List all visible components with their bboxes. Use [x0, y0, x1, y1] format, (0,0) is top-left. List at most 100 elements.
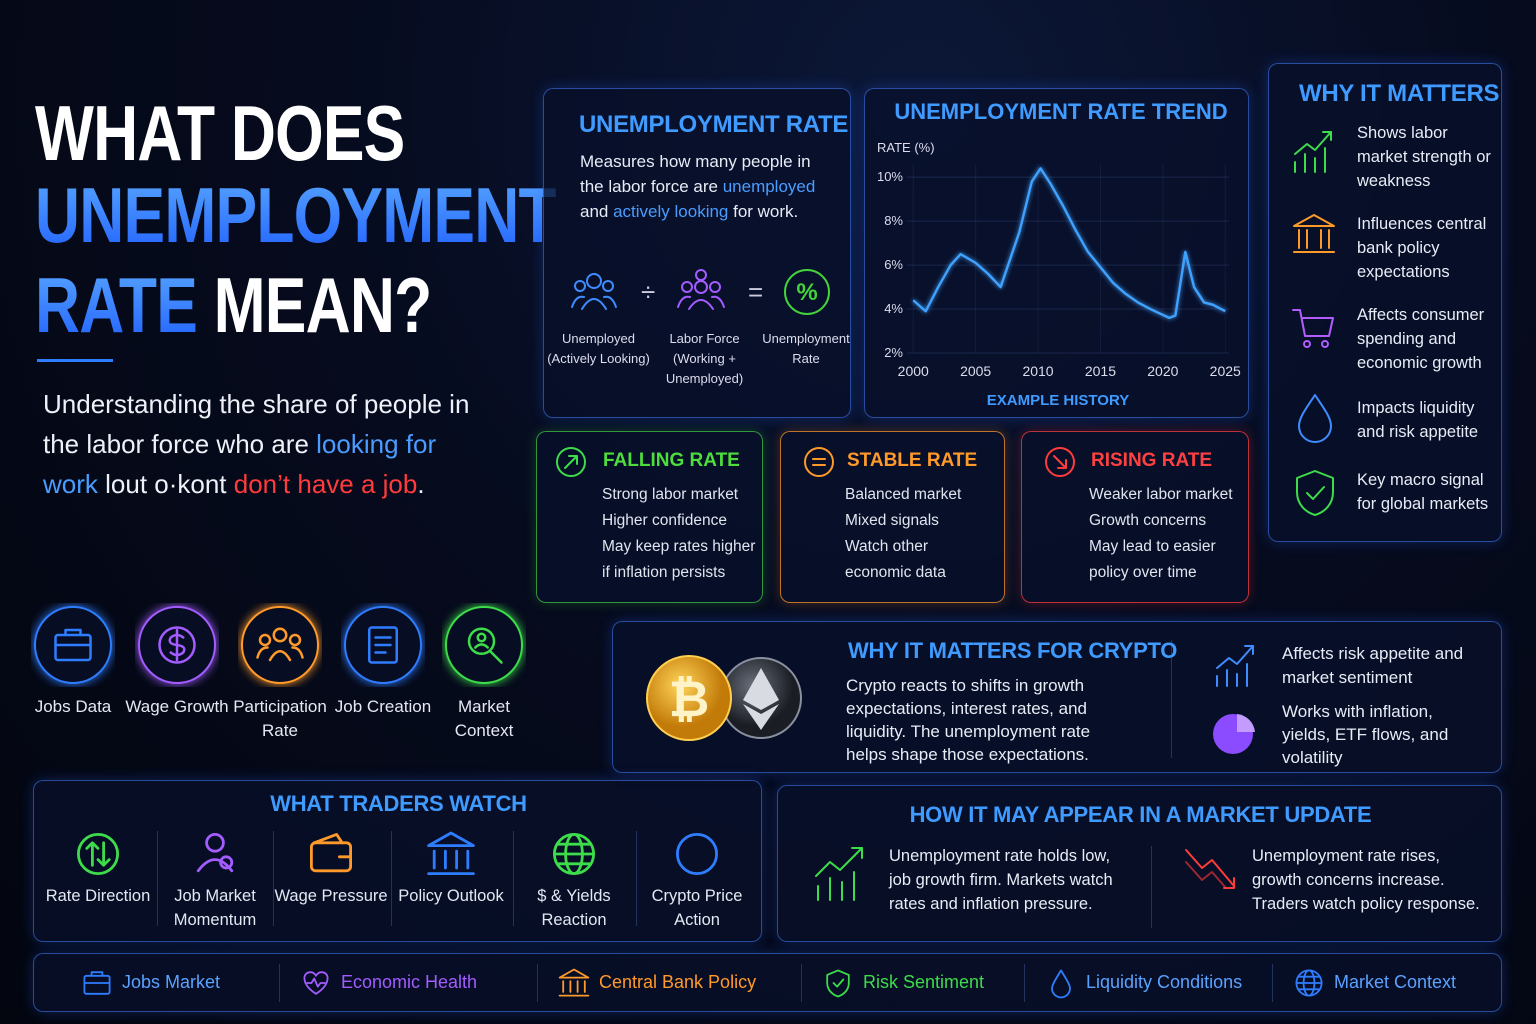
hero-subtitle: Understanding the share of people in the…: [43, 384, 483, 504]
scenario-line: Mixed signals: [845, 512, 939, 529]
decoration: [1185, 861, 1227, 889]
ring: [241, 606, 319, 684]
icon-part: [205, 833, 225, 853]
topic-icon: [467, 627, 503, 664]
text: unemployed: [722, 177, 816, 196]
decoration: ₿: [669, 671, 710, 727]
decoration: [646, 655, 732, 741]
icon-group: [804, 447, 834, 477]
topic-icon: [158, 626, 196, 664]
icon-part: [306, 977, 326, 988]
decoration: [571, 295, 585, 308]
people-icon: [677, 269, 725, 310]
decoration: [574, 280, 586, 292]
text: lout o·kont: [97, 469, 234, 499]
crypto-point: Affects risk appetite and market sentime…: [1282, 644, 1464, 687]
divider: [279, 964, 280, 1002]
card-title: WHY IT MATTERS FOR CRYPTO: [848, 638, 1178, 663]
topic-label: Market Context: [454, 697, 514, 740]
percent-icon: %: [784, 269, 830, 315]
scenario-line: Growth concerns: [1089, 512, 1207, 529]
decoration: [1223, 877, 1235, 889]
crypto-text: Crypto reacts to shifts in growth expect…: [846, 676, 1091, 764]
y-tick-label: 2%: [884, 345, 903, 360]
decoration: [688, 299, 714, 310]
icon-part: [83, 971, 111, 984]
hero-title-line: WHAT DOES: [35, 89, 405, 177]
x-tick-label: 2020: [1147, 363, 1178, 379]
matter-item: Affects consumer spending and economic g…: [1357, 306, 1485, 372]
footer-icon: [1051, 969, 1071, 999]
scenario-title: STABLE RATE: [847, 450, 978, 471]
decoration: [694, 280, 708, 294]
topic-icon: [54, 628, 92, 662]
icon-glyph: [158, 626, 196, 664]
icon-glyph: [54, 628, 92, 662]
definition-card: UNEMPLOYMENT RATE Measures how many peop…: [543, 88, 851, 418]
trader-icon: ₿: [676, 833, 718, 875]
topic-icon: [256, 627, 304, 662]
scenario-title: FALLING RATE: [603, 450, 740, 471]
scenario-lines: Weaker labor market Growth concerns May le…: [1089, 482, 1249, 586]
topic-circle: [241, 606, 319, 684]
trader-icon: [553, 833, 595, 875]
decoration: [1321, 340, 1329, 348]
icon-part: [558, 968, 590, 997]
footer-icon: [558, 968, 590, 997]
divider: [1024, 964, 1025, 1002]
cart-icon: [1292, 309, 1334, 348]
footer-icon: [826, 969, 850, 998]
trader-label: Policy Outlook: [398, 887, 504, 905]
decoration: [1244, 645, 1254, 655]
icon-part: [77, 833, 119, 875]
formula-term: Unemployment Rate: [762, 331, 850, 366]
icon-part: [553, 842, 595, 866]
decoration: [1293, 229, 1335, 253]
accent-bar: [37, 359, 113, 362]
decoration: [1306, 486, 1325, 500]
scenario-lines: Strong labor market Higher confidence May …: [602, 482, 762, 586]
icon-glyph: [303, 971, 329, 995]
scenario-card: STABLE RATE Balanced market Mixed signals…: [780, 431, 1005, 603]
definition-text: Measures how many people in the labor fo…: [580, 149, 835, 224]
arrow-icon: [1045, 447, 1075, 477]
icon-glyph: [826, 969, 850, 998]
icon-part: [474, 643, 503, 664]
icon-group: [1293, 214, 1335, 253]
decoration: [1216, 663, 1248, 687]
trader-label: Wage Pressure: [274, 887, 388, 905]
update-item: Unemployment rate rises, growth concerns…: [1252, 847, 1480, 913]
icon-part: [158, 626, 196, 664]
topic-label: Job Creation: [334, 697, 432, 716]
trend-line: [912, 167, 1226, 320]
scenario-card: FALLING RATE Strong labor market Higher c…: [536, 431, 763, 603]
trader-icon: [77, 833, 119, 875]
trader-label: Job Market Momentum: [173, 887, 257, 929]
icon-glyph: [467, 627, 503, 664]
icon-glyph: [1295, 969, 1323, 997]
decoration: [677, 295, 691, 308]
icon-glyph: [553, 833, 595, 875]
decoration: [1296, 470, 1334, 516]
chart-title: UNEMPLOYMENT RATE TREND: [894, 99, 1227, 124]
divider: [1272, 964, 1273, 1002]
footer-icon: [83, 971, 111, 995]
decoration: [1185, 849, 1235, 887]
text: don’t have a job: [233, 469, 418, 499]
icon-part: [312, 833, 352, 859]
divider: [1151, 846, 1152, 928]
decoration: [709, 281, 721, 293]
icon-glyph: ₿: [676, 833, 718, 875]
icon-part: [272, 627, 288, 643]
y-tick-label: 6%: [884, 257, 903, 272]
card-title: UNEMPLOYMENT RATE: [579, 111, 849, 138]
text: for work.: [728, 202, 799, 221]
text: Measures how many people in the labor fo…: [580, 152, 811, 196]
decline-icon: [1185, 849, 1235, 889]
icon-group: [1216, 645, 1254, 687]
growth-icon: [1294, 131, 1332, 173]
icon-group: [571, 273, 617, 310]
icon-part: [288, 633, 302, 647]
footer-label: Market Context: [1334, 972, 1457, 992]
crypto-card: ₿ WHY IT MATTERS FOR CRYPTO Crypto react…: [612, 621, 1502, 773]
